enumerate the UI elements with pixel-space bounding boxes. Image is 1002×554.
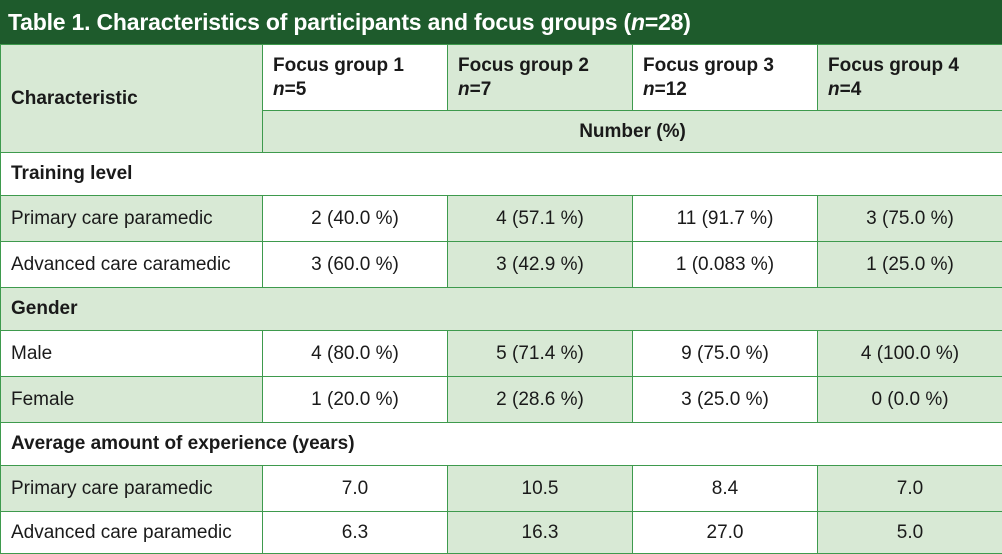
row-label: Female: [1, 377, 263, 423]
cell: 5 (71.4 %): [448, 331, 633, 377]
unit-header: Number (%): [263, 111, 1002, 153]
focus-group-4-n-value: =4: [840, 79, 862, 100]
cell: 4 (100.0 %): [818, 331, 1002, 377]
table-title-prefix: Table 1. Characteristics of participants…: [8, 9, 631, 35]
section-row-gender: Gender: [1, 288, 1002, 331]
section-title: Gender: [1, 288, 1002, 331]
table-title-n-symbol: n: [631, 9, 645, 35]
table-title: Table 1. Characteristics of participants…: [0, 0, 1002, 44]
focus-group-2-n: n=7: [458, 78, 622, 102]
cell: 1 (0.083 %): [633, 242, 818, 288]
section-title: Average amount of experience (years): [1, 423, 1002, 466]
cell: 3 (25.0 %): [633, 377, 818, 423]
cell: 8.4: [633, 466, 818, 512]
cell: 3 (42.9 %): [448, 242, 633, 288]
table-row: Advanced care caramedic 3 (60.0 %) 3 (42…: [1, 242, 1002, 288]
focus-group-3-n-value: =12: [655, 79, 687, 100]
section-title: Training level: [1, 153, 1002, 196]
focus-group-3-name: Focus group 3: [643, 54, 807, 78]
focus-group-1-header: Focus group 1 n=5: [263, 45, 448, 111]
characteristics-table: Characteristic Focus group 1 n=5 Focus g…: [0, 44, 1002, 554]
focus-group-4-n-symbol: n: [828, 79, 840, 100]
focus-group-3-n-symbol: n: [643, 79, 655, 100]
table-title-suffix: =28): [645, 9, 691, 35]
focus-group-4-name: Focus group 4: [828, 54, 992, 78]
cell: 1 (25.0 %): [818, 242, 1002, 288]
cell: 9 (75.0 %): [633, 331, 818, 377]
focus-group-2-n-symbol: n: [458, 79, 470, 100]
section-row-experience: Average amount of experience (years): [1, 423, 1002, 466]
cell: 0 (0.0 %): [818, 377, 1002, 423]
cell: 2 (28.6 %): [448, 377, 633, 423]
focus-group-4-n: n=4: [828, 78, 992, 102]
table-row: Primary care paramedic 7.0 10.5 8.4 7.0: [1, 466, 1002, 512]
cell: 5.0: [818, 512, 1002, 554]
characteristic-header: Characteristic: [1, 45, 263, 153]
focus-group-2-header: Focus group 2 n=7: [448, 45, 633, 111]
cell: 11 (91.7 %): [633, 196, 818, 242]
focus-group-3-n: n=12: [643, 78, 807, 102]
focus-group-1-n-symbol: n: [273, 79, 285, 100]
row-label: Advanced care paramedic: [1, 512, 263, 554]
row-label: Primary care paramedic: [1, 196, 263, 242]
focus-group-1-name: Focus group 1: [273, 54, 437, 78]
cell: 6.3: [263, 512, 448, 554]
focus-group-1-n: n=5: [273, 78, 437, 102]
focus-group-4-header: Focus group 4 n=4: [818, 45, 1002, 111]
focus-group-3-header: Focus group 3 n=12: [633, 45, 818, 111]
header-row: Characteristic Focus group 1 n=5 Focus g…: [1, 45, 1002, 111]
cell: 3 (60.0 %): [263, 242, 448, 288]
cell: 16.3: [448, 512, 633, 554]
cell: 2 (40.0 %): [263, 196, 448, 242]
cell: 3 (75.0 %): [818, 196, 1002, 242]
cell: 4 (80.0 %): [263, 331, 448, 377]
table-row: Female 1 (20.0 %) 2 (28.6 %) 3 (25.0 %) …: [1, 377, 1002, 423]
table-row: Advanced care paramedic 6.3 16.3 27.0 5.…: [1, 512, 1002, 554]
row-label: Primary care paramedic: [1, 466, 263, 512]
focus-group-2-name: Focus group 2: [458, 54, 622, 78]
cell: 27.0: [633, 512, 818, 554]
row-label: Advanced care caramedic: [1, 242, 263, 288]
row-label: Male: [1, 331, 263, 377]
section-row-training-level: Training level: [1, 153, 1002, 196]
cell: 7.0: [263, 466, 448, 512]
table-row: Male 4 (80.0 %) 5 (71.4 %) 9 (75.0 %) 4 …: [1, 331, 1002, 377]
cell: 4 (57.1 %): [448, 196, 633, 242]
cell: 7.0: [818, 466, 1002, 512]
focus-group-1-n-value: =5: [285, 79, 307, 100]
focus-group-2-n-value: =7: [470, 79, 492, 100]
cell: 10.5: [448, 466, 633, 512]
table-row: Primary care paramedic 2 (40.0 %) 4 (57.…: [1, 196, 1002, 242]
cell: 1 (20.0 %): [263, 377, 448, 423]
